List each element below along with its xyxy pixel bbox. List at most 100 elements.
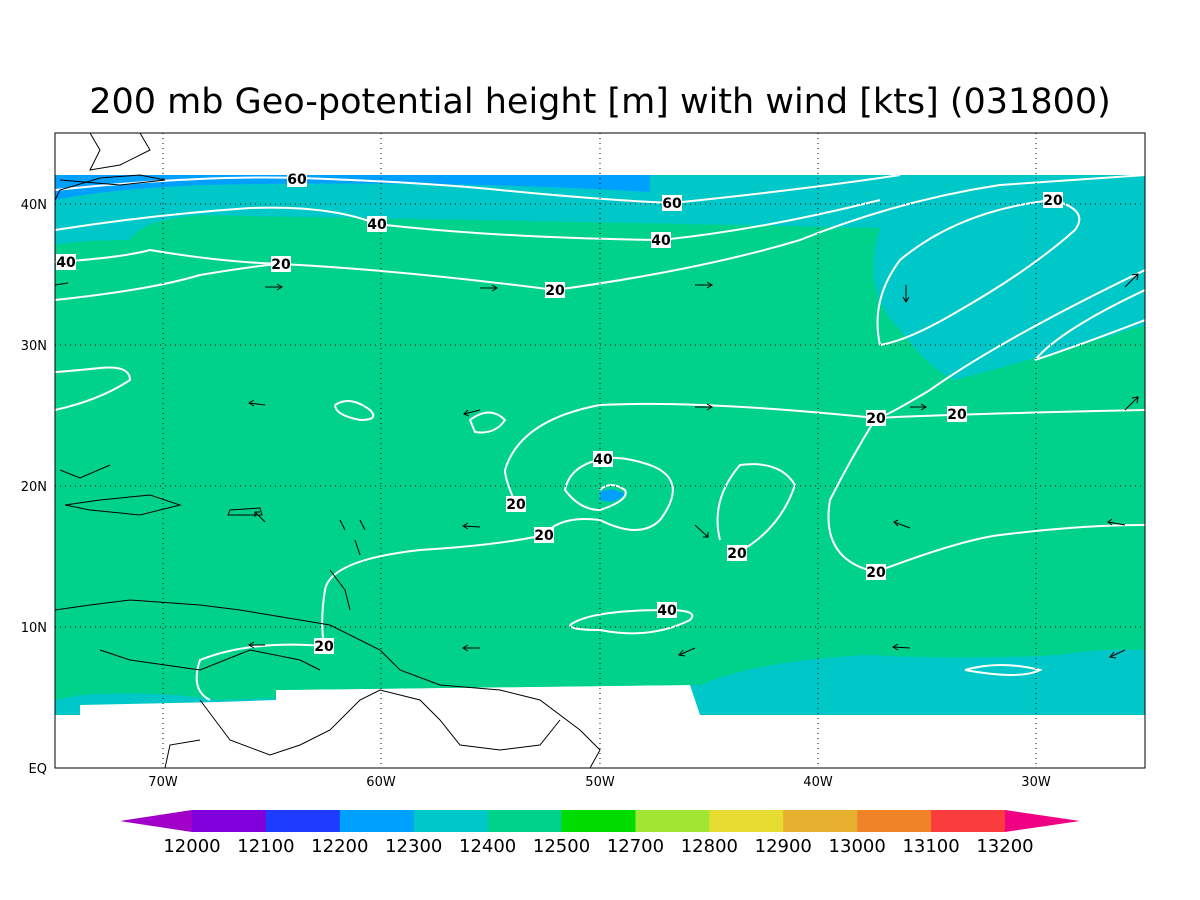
contour-label-box	[866, 410, 886, 426]
contour-label-box	[56, 254, 76, 270]
coastlines	[54, 132, 601, 769]
colorbar-cell	[192, 810, 267, 832]
contour-label: 20	[271, 257, 291, 273]
lat-label: 10N	[21, 621, 47, 636]
wind-arrow	[910, 403, 927, 411]
colorbar-cell	[931, 810, 1006, 832]
wind-arrow	[480, 284, 498, 292]
wind-arrow	[892, 643, 911, 651]
contour-label: 40	[651, 233, 671, 249]
contour-label: 20	[314, 639, 334, 655]
wind-arrow	[265, 283, 283, 291]
contour-label-box	[947, 406, 967, 422]
wind-arrow	[1124, 273, 1139, 288]
contour-label: 40	[367, 217, 387, 233]
colorbar-cell	[635, 810, 710, 832]
wind-arrow	[1109, 649, 1126, 659]
contour-label-box	[727, 545, 747, 561]
contour-label-box	[866, 564, 886, 580]
colorbar-label: 12100	[237, 836, 294, 857]
wind-arrow	[695, 281, 713, 289]
contour	[334, 400, 375, 422]
wind-arrows	[54, 273, 1139, 659]
contour-label-box	[287, 171, 307, 187]
contour	[569, 608, 694, 635]
contour-label: 40	[593, 452, 613, 468]
contour-label-box	[657, 602, 677, 618]
wind-arrow	[893, 519, 911, 529]
contour	[54, 263, 282, 301]
contour-label-box	[534, 527, 554, 543]
contour-label: 60	[287, 172, 307, 188]
colorbar-label: 12500	[533, 836, 590, 857]
contour-label-box	[593, 451, 613, 467]
wind-arrow	[463, 409, 481, 417]
colorbar-label: 12300	[385, 836, 442, 857]
contour	[54, 174, 901, 205]
contour-label: 20	[866, 565, 886, 581]
wind-arrow	[462, 644, 480, 652]
colorbar-label: 12800	[681, 836, 738, 857]
contour	[876, 198, 1081, 346]
colorbar-cell	[709, 810, 784, 832]
colorbar-cell	[857, 810, 932, 832]
coastline	[54, 132, 166, 201]
map-frame	[54, 132, 1146, 769]
lat-label: 20N	[21, 480, 47, 495]
wind-arrow	[248, 641, 265, 649]
wind-arrow	[695, 403, 713, 411]
contour-label: 20	[534, 528, 554, 544]
colorbar-end	[120, 810, 192, 832]
contour	[1034, 289, 1146, 361]
wind-arrow	[1124, 396, 1139, 411]
colorbar-cell	[561, 810, 636, 832]
contour-label: 20	[727, 546, 747, 562]
colorbar-label: 12000	[163, 836, 220, 857]
colorbar-label: 12200	[311, 836, 368, 857]
colorbar-cell	[413, 810, 489, 832]
contour	[54, 174, 1146, 292]
wind-arrow	[462, 522, 481, 530]
contour	[54, 366, 132, 411]
lon-label: 70W	[148, 775, 178, 790]
colorbar-label: 12400	[459, 836, 516, 857]
lon-label: 40W	[803, 775, 833, 790]
contour-label-box	[367, 216, 387, 232]
coastline	[329, 519, 366, 611]
contour-labels: 60 60 40 40 40 20 20 20 20 20 40 20 20 20 20 40 20	[56, 171, 1063, 655]
colorbar-label: 13000	[829, 836, 886, 857]
colorbar-end	[1005, 810, 1080, 832]
contour-label-box	[271, 256, 291, 272]
wind-arrow	[678, 647, 696, 657]
contour	[716, 463, 797, 554]
contour	[504, 402, 877, 471]
field-12300	[600, 489, 625, 502]
contour-label-box	[545, 282, 565, 298]
gridlines	[55, 133, 1145, 768]
contour-label: 20	[947, 407, 967, 423]
lat-label: 40N	[21, 198, 47, 213]
wind-arrow	[1107, 518, 1126, 526]
contour-label-box	[651, 232, 671, 248]
coastline	[59, 464, 263, 516]
lat-label: EQ	[29, 762, 47, 777]
map-title: 200 mb Geo-potential height [m] with win…	[89, 82, 1111, 122]
colorbar-label: 13200	[976, 836, 1033, 857]
contour	[468, 411, 507, 434]
coastline	[54, 599, 601, 769]
colorbar-label: 12900	[755, 836, 812, 857]
contour-label-box	[506, 496, 526, 512]
colorbar-cell	[487, 810, 563, 832]
wind-arrow	[248, 399, 266, 407]
colorbar: 12000 12100 12200 12300 12400 12500 12700 12800…	[120, 810, 1080, 857]
contour-label-box	[662, 195, 682, 211]
contour	[875, 409, 1146, 419]
colorbar-cell	[783, 810, 858, 832]
contour	[827, 269, 1146, 574]
field-12300	[55, 175, 650, 200]
contour-label: 20	[545, 283, 565, 299]
contour-label: 20	[506, 497, 526, 513]
wind-arrow	[902, 285, 910, 303]
wind-arrow	[254, 511, 266, 523]
